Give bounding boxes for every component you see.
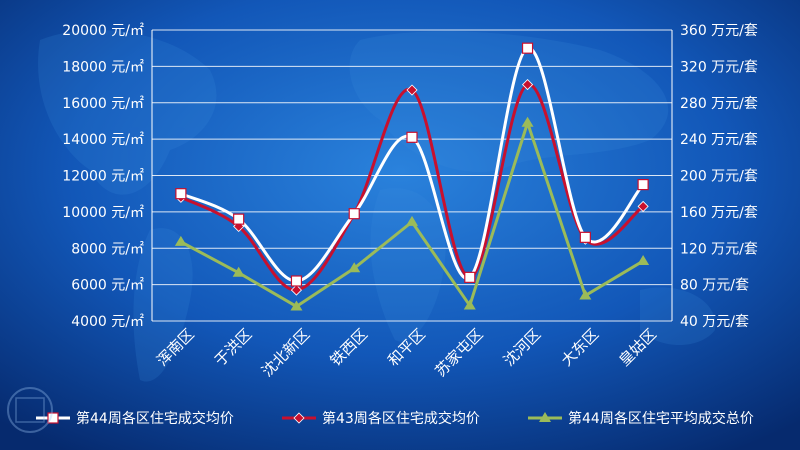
data-point-marker <box>464 271 476 283</box>
right-tick-label: 320 万元/套 <box>680 59 758 75</box>
right-tick-label: 200 万元/套 <box>680 169 758 185</box>
legend-label: 第43周各区住宅成交均价 <box>322 410 480 427</box>
left-tick-label: 8000 元/㎡ <box>71 241 144 257</box>
legend-item-3: 第44周各区住宅平均成交总价 <box>528 410 754 427</box>
legend: 第44周各区住宅成交均价 第43周各区住宅成交均价 第44周各区住宅平均成交总价 <box>36 410 754 427</box>
watermark-logo <box>7 387 53 433</box>
right-axis-ticks: 40 万元/套 80 万元/套 120 万元/套 160 万元/套 200 万元/套 24… <box>680 23 758 330</box>
data-point-marker <box>579 289 592 300</box>
data-point-marker <box>521 42 534 54</box>
data-point-marker <box>348 262 361 273</box>
left-axis-ticks: 4000 元/㎡ 6000 元/㎡ 8000 元/㎡ 10000 元/㎡ 12000 元… <box>62 23 144 330</box>
legend-item-1: 第44周各区住宅成交均价 <box>36 410 234 427</box>
data-point-marker <box>521 116 534 127</box>
series-3 <box>174 116 650 311</box>
left-tick-label: 20000 元/㎡ <box>62 23 144 39</box>
series-line <box>180 83 645 292</box>
legend-item-2: 第43周各区住宅成交均价 <box>282 410 480 427</box>
legend-marker <box>47 412 59 424</box>
series-line <box>180 46 645 283</box>
right-tick-label: 160 万元/套 <box>680 205 758 221</box>
right-tick-label: 80 万元/套 <box>680 278 749 294</box>
left-tick-label: 10000 元/㎡ <box>62 205 144 221</box>
left-tick-label: 4000 元/㎡ <box>71 314 144 330</box>
data-point-marker <box>637 254 650 265</box>
series-layer <box>174 42 650 311</box>
left-tick-label: 12000 元/㎡ <box>62 169 144 185</box>
right-tick-label: 280 万元/套 <box>680 96 758 112</box>
data-point-marker <box>406 131 418 143</box>
data-point-marker <box>290 300 303 311</box>
series-1 <box>175 42 649 287</box>
data-point-marker <box>637 178 649 191</box>
left-tick-label: 18000 元/㎡ <box>62 59 144 75</box>
data-point-marker <box>463 299 476 310</box>
data-point-marker <box>174 235 187 246</box>
data-point-marker <box>637 200 649 212</box>
data-point-marker <box>290 284 303 296</box>
legend-marker <box>539 412 551 422</box>
left-tick-label: 14000 元/㎡ <box>62 132 144 148</box>
data-point-marker <box>232 266 245 277</box>
legend-label: 第44周各区住宅平均成交总价 <box>568 410 754 427</box>
left-tick-label: 6000 元/㎡ <box>71 278 144 294</box>
data-point-marker <box>233 213 245 225</box>
right-tick-label: 40 万元/套 <box>680 314 749 330</box>
data-point-marker <box>348 208 360 220</box>
right-tick-label: 360 万元/套 <box>680 23 758 39</box>
data-point-marker <box>290 275 303 287</box>
data-point-marker <box>406 215 418 226</box>
left-tick-label: 16000 元/㎡ <box>62 96 144 112</box>
right-tick-label: 240 万元/套 <box>680 132 758 148</box>
legend-marker <box>293 412 305 424</box>
data-point-marker <box>521 78 534 91</box>
data-point-marker <box>175 188 187 200</box>
legend-label: 第44周各区住宅成交均价 <box>76 410 234 427</box>
right-tick-label: 120 万元/套 <box>680 241 758 257</box>
data-point-marker <box>406 84 418 96</box>
data-point-marker <box>579 231 591 243</box>
